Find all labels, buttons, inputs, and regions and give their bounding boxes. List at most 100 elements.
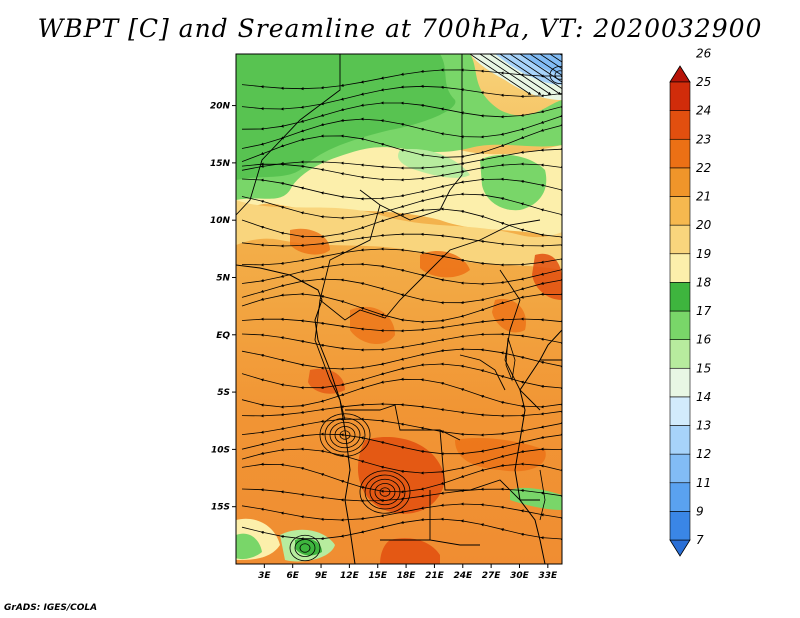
colorbar-label: 17 (696, 304, 712, 318)
lat-tick-label: 5N (216, 273, 230, 283)
colorbar-swatch (669, 253, 691, 283)
grads-footer: GrADS: IGES/COLA (4, 603, 98, 613)
streamline (529, 54, 562, 76)
lon-tick-label: 6E (286, 571, 299, 581)
colorbar-label: 7 (696, 533, 704, 547)
wbpt-24-patch (380, 538, 440, 564)
colorbar-label: 25 (696, 75, 711, 89)
vortex-streamline (334, 426, 356, 444)
vortex-streamline (299, 543, 311, 553)
streamline (241, 487, 562, 503)
lon-tick-label: 30E (510, 571, 530, 581)
vortex-streamline (374, 483, 396, 501)
colorbar-label: 23 (696, 132, 711, 146)
map-frame (235, 53, 563, 565)
colorbar-label: 9 (696, 504, 704, 518)
colorbar-swatch (669, 425, 691, 455)
colorbar-label: 24 (696, 104, 711, 118)
triangle-up-icon (669, 65, 691, 83)
lat-tick-label: 15S (211, 503, 230, 513)
colorbar-swatch (669, 81, 691, 111)
colorbar-label: 19 (696, 247, 711, 261)
streamline (241, 402, 562, 418)
colorbar-swatch (669, 196, 691, 226)
colorbar-label: 21 (696, 190, 711, 204)
colorbar-label: 11 (696, 476, 711, 490)
country-borders (236, 54, 562, 546)
colorbar-swatch (669, 282, 691, 312)
map-title: WBPT [C] and Sreamline at 700hPa, VT: 20… (37, 14, 763, 43)
lon-tick-label: 24E (453, 571, 473, 581)
lon-tick-label: 3E (258, 571, 271, 581)
vortex-streamline (324, 417, 366, 453)
lat-tick-label: 10N (210, 216, 231, 226)
colorbar-swatch (669, 224, 691, 255)
wbpt-17-zone-sw (236, 533, 262, 560)
streamline (241, 317, 562, 333)
streamline (479, 54, 542, 95)
colorbar-label: 13 (696, 419, 711, 433)
colorbar-label: 14 (696, 390, 711, 404)
longitude-axis: 3E 6E 9E 12E 15E 18E 21E 24E 27E 30E 33E (258, 564, 558, 581)
vortex-streamline (294, 539, 316, 557)
lake-outline (505, 337, 516, 382)
colorbar-swatch (669, 138, 691, 169)
colorbar: 7 9 11 12 13 14 15 16 17 18 19 20 21 22 23 24 25 26 (669, 46, 712, 557)
colorbar-swatch (669, 396, 691, 426)
vortex-streamline (359, 470, 411, 514)
colorbar-swatch (669, 511, 691, 541)
streamline (539, 54, 562, 70)
lon-tick-label: 9E (315, 571, 328, 581)
vortex-streamline (329, 421, 361, 449)
colorbar-swatch (669, 310, 691, 340)
vortex-streamline (364, 474, 406, 510)
streamline (489, 54, 552, 95)
colorbar-swatch (669, 367, 691, 398)
colorbar-label: 26 (696, 46, 712, 60)
vortex-streamline (369, 478, 401, 506)
east-coastline (514, 329, 562, 564)
lon-tick-label: 33E (538, 571, 558, 581)
colorbar-label: 20 (696, 218, 712, 232)
streamline (469, 54, 532, 95)
colorbar-label: 12 (696, 447, 711, 461)
lat-tick-label: 15N (210, 159, 231, 169)
colorbar-label: 15 (696, 361, 711, 375)
lon-tick-label: 15E (368, 571, 388, 581)
streamline (509, 54, 562, 90)
latitude-axis: 20N 15N 10N 5N EQ 5S 10S 15S (210, 102, 236, 513)
lon-tick-label: 27E (482, 571, 502, 581)
vortex-streamline (289, 534, 321, 562)
streamline (241, 417, 562, 437)
lat-tick-label: 5S (217, 388, 230, 398)
streamline-layer (241, 54, 562, 562)
streamline (559, 54, 562, 56)
triangle-down-icon (669, 539, 691, 557)
lake-outline (539, 469, 546, 521)
map-plot-area (236, 54, 562, 564)
west-coastline (236, 264, 356, 564)
streamline (241, 517, 562, 541)
vortex-streamline (554, 70, 562, 80)
vortex-streamline (549, 66, 562, 84)
lat-tick-label: 10S (211, 445, 230, 455)
vortex-streamline (319, 413, 371, 457)
vortex-streamline (379, 487, 391, 497)
lat-tick-label: EQ (216, 331, 230, 341)
streamline (241, 502, 562, 522)
colorbar-label: 16 (696, 333, 712, 347)
lon-tick-label: 18E (397, 571, 417, 581)
colorbar-swatch (669, 167, 691, 197)
streamline (499, 54, 562, 95)
colorbar-swatch (669, 110, 691, 140)
lon-tick-label: 12E (340, 571, 360, 581)
lat-tick-label: 20N (210, 102, 231, 112)
colorbar-swatch (669, 453, 691, 484)
colorbar-swatch (669, 482, 691, 512)
lon-tick-label: 21E (425, 571, 445, 581)
colorbar-label: 18 (696, 275, 712, 289)
colorbar-swatch (669, 339, 691, 369)
streamline (241, 232, 562, 248)
colorbar-label: 22 (696, 161, 711, 175)
